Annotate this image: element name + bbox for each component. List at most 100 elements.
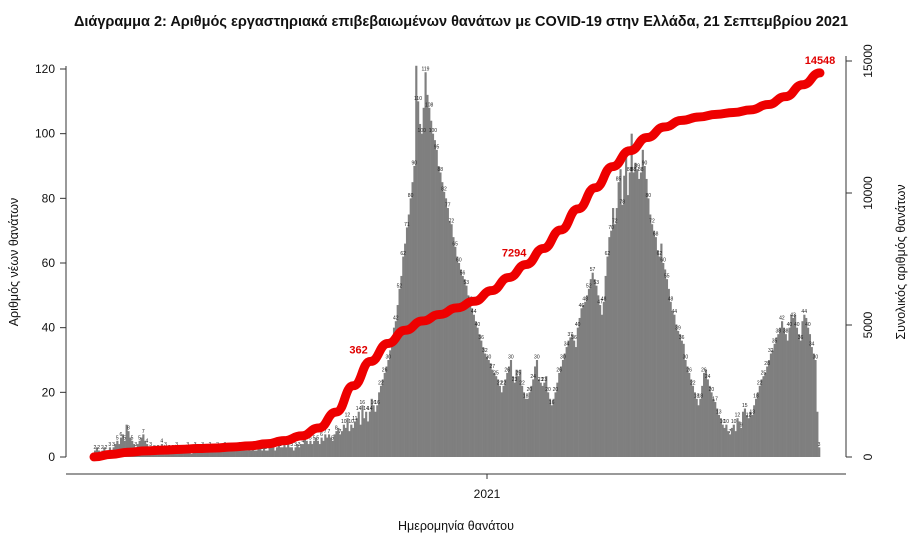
bar-value-label: 95 [434, 144, 440, 150]
daily-deaths-bar [478, 334, 481, 457]
daily-deaths-bar [764, 372, 767, 457]
daily-deaths-bar [660, 243, 663, 457]
daily-deaths-bar [521, 385, 524, 457]
left-y-ticks: 0 20 40 60 80 100 120 [35, 62, 66, 464]
daily-deaths-bar [617, 182, 620, 457]
daily-deaths-bar [693, 392, 696, 457]
daily-deaths-bar [433, 140, 436, 457]
daily-deaths-bar [743, 408, 747, 457]
daily-deaths-bar [320, 437, 323, 457]
daily-deaths-bar [448, 220, 451, 457]
daily-deaths-bar [452, 237, 455, 457]
daily-deaths-bar [383, 372, 386, 457]
daily-deaths-bar [342, 424, 345, 457]
cumulative-deaths-labels: 362 7294 14548 [349, 55, 835, 356]
daily-deaths-bar [580, 308, 583, 457]
bar-value-label: 25 [515, 371, 521, 377]
daily-deaths-bar [738, 421, 741, 457]
daily-deaths-bar [352, 427, 355, 457]
daily-deaths-bar [197, 450, 201, 457]
daily-deaths-bar [303, 431, 306, 457]
daily-deaths-bar [545, 376, 548, 457]
bar-value-label: 25 [761, 371, 767, 377]
daily-deaths-bar [548, 398, 552, 457]
daily-deaths-bar [235, 450, 238, 457]
daily-deaths-bar [119, 437, 123, 457]
bar-value-label: 16 [549, 400, 555, 406]
bar-value-label: 20 [709, 387, 715, 393]
bar-value-label: 35 [772, 338, 778, 344]
daily-deaths-bar [784, 334, 787, 457]
daily-deaths-bar [818, 447, 821, 457]
daily-deaths-bar [710, 392, 713, 457]
daily-deaths-bar [376, 405, 379, 457]
daily-deaths-bar [708, 385, 711, 457]
bar-value-label: 23 [538, 377, 544, 383]
daily-deaths-bar [212, 450, 215, 457]
bar-value-label: 82 [441, 186, 447, 192]
bar-value-label: 11 [352, 416, 357, 422]
daily-deaths-bar [283, 444, 286, 457]
daily-deaths-bar [125, 424, 128, 457]
daily-deaths-bar [444, 198, 448, 458]
bar-value-label: 5 [116, 435, 119, 441]
daily-deaths-bar [214, 450, 217, 457]
daily-deaths-bar [298, 447, 301, 457]
daily-deaths-bar [621, 204, 624, 457]
daily-deaths-bar [281, 447, 284, 457]
daily-deaths-bar [504, 379, 507, 457]
bar-value-label: 30 [534, 355, 540, 361]
daily-deaths-bar [801, 321, 804, 457]
daily-deaths-bar [630, 133, 633, 457]
bar-value-label: 57 [590, 267, 596, 273]
daily-deaths-bar [645, 178, 648, 457]
daily-deaths-bar [547, 392, 550, 457]
daily-deaths-bar [461, 275, 464, 457]
daily-deaths-bar [690, 379, 693, 457]
bar-value-label: 14 [363, 406, 369, 412]
daily-deaths-bar [573, 340, 576, 457]
daily-deaths-bar [643, 166, 646, 457]
daily-deaths-bar [277, 444, 280, 457]
daily-deaths-bar [534, 366, 537, 457]
daily-deaths-bar [552, 398, 555, 457]
bar-value-label: 42 [393, 316, 399, 322]
daily-deaths-bar [248, 447, 251, 457]
daily-deaths-bar [513, 382, 516, 457]
daily-deaths-bar [238, 447, 241, 457]
bar-value-label: 42 [779, 316, 785, 322]
bar-value-label: 24 [705, 374, 711, 380]
bar-value-label: 26 [504, 367, 510, 373]
bar-value-label: 3 [294, 442, 297, 448]
daily-deaths-bar [669, 301, 672, 457]
bar-value-label: 13 [749, 409, 755, 415]
bar-value-label: 80 [645, 193, 651, 199]
daily-deaths-bar [301, 444, 305, 457]
y-tick-label: 80 [42, 191, 56, 205]
bar-value-label: 47 [597, 300, 603, 306]
daily-deaths-bar [190, 453, 193, 457]
daily-deaths-bar [560, 366, 563, 457]
bar-value-label: 5 [131, 435, 134, 441]
daily-deaths-bar [716, 408, 719, 457]
daily-deaths-bar [574, 347, 578, 457]
daily-deaths-bar [454, 246, 457, 457]
daily-deaths-bar [424, 72, 427, 457]
bar-value-label: 12 [345, 413, 351, 419]
daily-deaths-bar [567, 340, 570, 457]
bar-value-label: 36 [679, 335, 685, 341]
y-tick-label: 0 [48, 450, 55, 464]
daily-deaths-bar [411, 182, 414, 457]
bar-value-label: 10 [731, 419, 737, 425]
daily-deaths-bar [677, 330, 680, 457]
y-tick-label: 20 [42, 385, 56, 399]
daily-deaths-bar [524, 398, 527, 457]
daily-deaths-bar [703, 372, 706, 457]
bar-value-label: 88 [438, 167, 444, 173]
daily-deaths-bar [502, 385, 505, 457]
daily-deaths-bar [511, 376, 514, 457]
bar-value-label: 4 [301, 439, 304, 445]
bar-value-label: 8 [335, 426, 338, 432]
daily-deaths-bar [725, 424, 728, 457]
bar-value-label: 10 [723, 419, 729, 425]
